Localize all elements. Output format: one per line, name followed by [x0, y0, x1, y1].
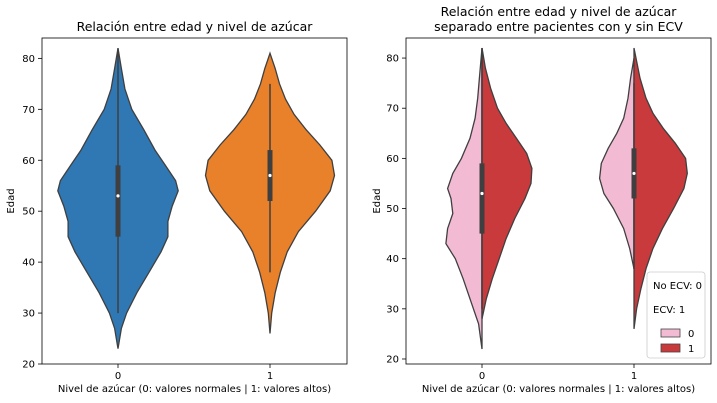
left-violin-1-median-dot — [268, 173, 272, 178]
right-y-ticks: 20 30 40 50 60 70 80 — [386, 54, 406, 365]
right-ytick-label: 50 — [386, 204, 399, 215]
legend-swatch-0 — [660, 328, 681, 338]
right-x-axis-label: Nivel de azúcar (0: valores normales | 1… — [422, 383, 695, 395]
left-ytick-label: 30 — [22, 309, 35, 320]
legend-label-1: 1 — [688, 344, 694, 355]
right-violin-1-median-dot — [632, 171, 636, 176]
left-y-axis-label: Edad — [6, 188, 17, 213]
left-chart-title: Relación entre edad y nivel de azúcar — [77, 19, 314, 34]
right-violin-0-half-0 — [445, 47, 483, 350]
left-xtick-label: 1 — [267, 371, 273, 382]
left-xtick-label: 0 — [115, 371, 121, 382]
left-ytick-label: 20 — [22, 360, 35, 371]
right-chart-subtitle: separado entre pacientes con y sin ECV — [434, 19, 683, 34]
right-ytick-label: 40 — [386, 254, 399, 265]
left-y-ticks: 20 30 40 50 60 70 80 — [22, 54, 42, 371]
legend-label-0: 0 — [688, 329, 694, 340]
left-plot-frame — [41, 37, 348, 365]
left-chart: Relación entre edad y nivel de azúcar Ni… — [6, 19, 348, 395]
right-plot-frame — [405, 37, 712, 365]
right-ytick-label: 60 — [386, 154, 399, 165]
right-ytick-label: 70 — [386, 104, 399, 115]
right-violin-1-half-1 — [633, 47, 688, 329]
left-ytick-label: 60 — [22, 156, 35, 167]
left-x-axis-label: Nivel de azúcar (0: valores normales | 1… — [58, 383, 331, 395]
left-violin-0-median-dot — [116, 194, 120, 198]
left-ytick-label: 70 — [22, 105, 35, 116]
right-ytick-label: 30 — [386, 304, 399, 315]
right-violin-1-half-0 — [598, 57, 635, 269]
legend-swatch-1 — [660, 343, 681, 353]
right-y-axis-label: Edad — [372, 188, 383, 213]
right-ytick-label: 20 — [386, 354, 399, 365]
right-chart: Relación entre edad y nivel de azúcar se… — [372, 4, 712, 395]
legend-line-ecv: ECV: 1 — [653, 305, 685, 316]
left-violin-0-iqr-box — [115, 165, 121, 237]
left-ytick-label: 40 — [22, 258, 35, 269]
right-violin-0-iqr-box — [479, 163, 485, 234]
right-xtick-label: 1 — [631, 371, 637, 382]
right-ytick-label: 80 — [386, 54, 399, 65]
right-xtick-label: 0 — [479, 371, 485, 382]
right-violins — [445, 47, 688, 350]
right-violin-0-half-1 — [481, 47, 533, 320]
left-ytick-label: 80 — [22, 54, 35, 65]
legend: No ECV: 0 ECV: 1 0 1 — [646, 271, 706, 359]
right-chart-title: Relación entre edad y nivel de azúcar — [441, 4, 678, 19]
legend-line-no-ecv: No ECV: 0 — [653, 281, 702, 292]
left-violins — [57, 48, 336, 349]
right-violin-0-median-dot — [480, 191, 484, 196]
left-ytick-label: 50 — [22, 207, 35, 218]
